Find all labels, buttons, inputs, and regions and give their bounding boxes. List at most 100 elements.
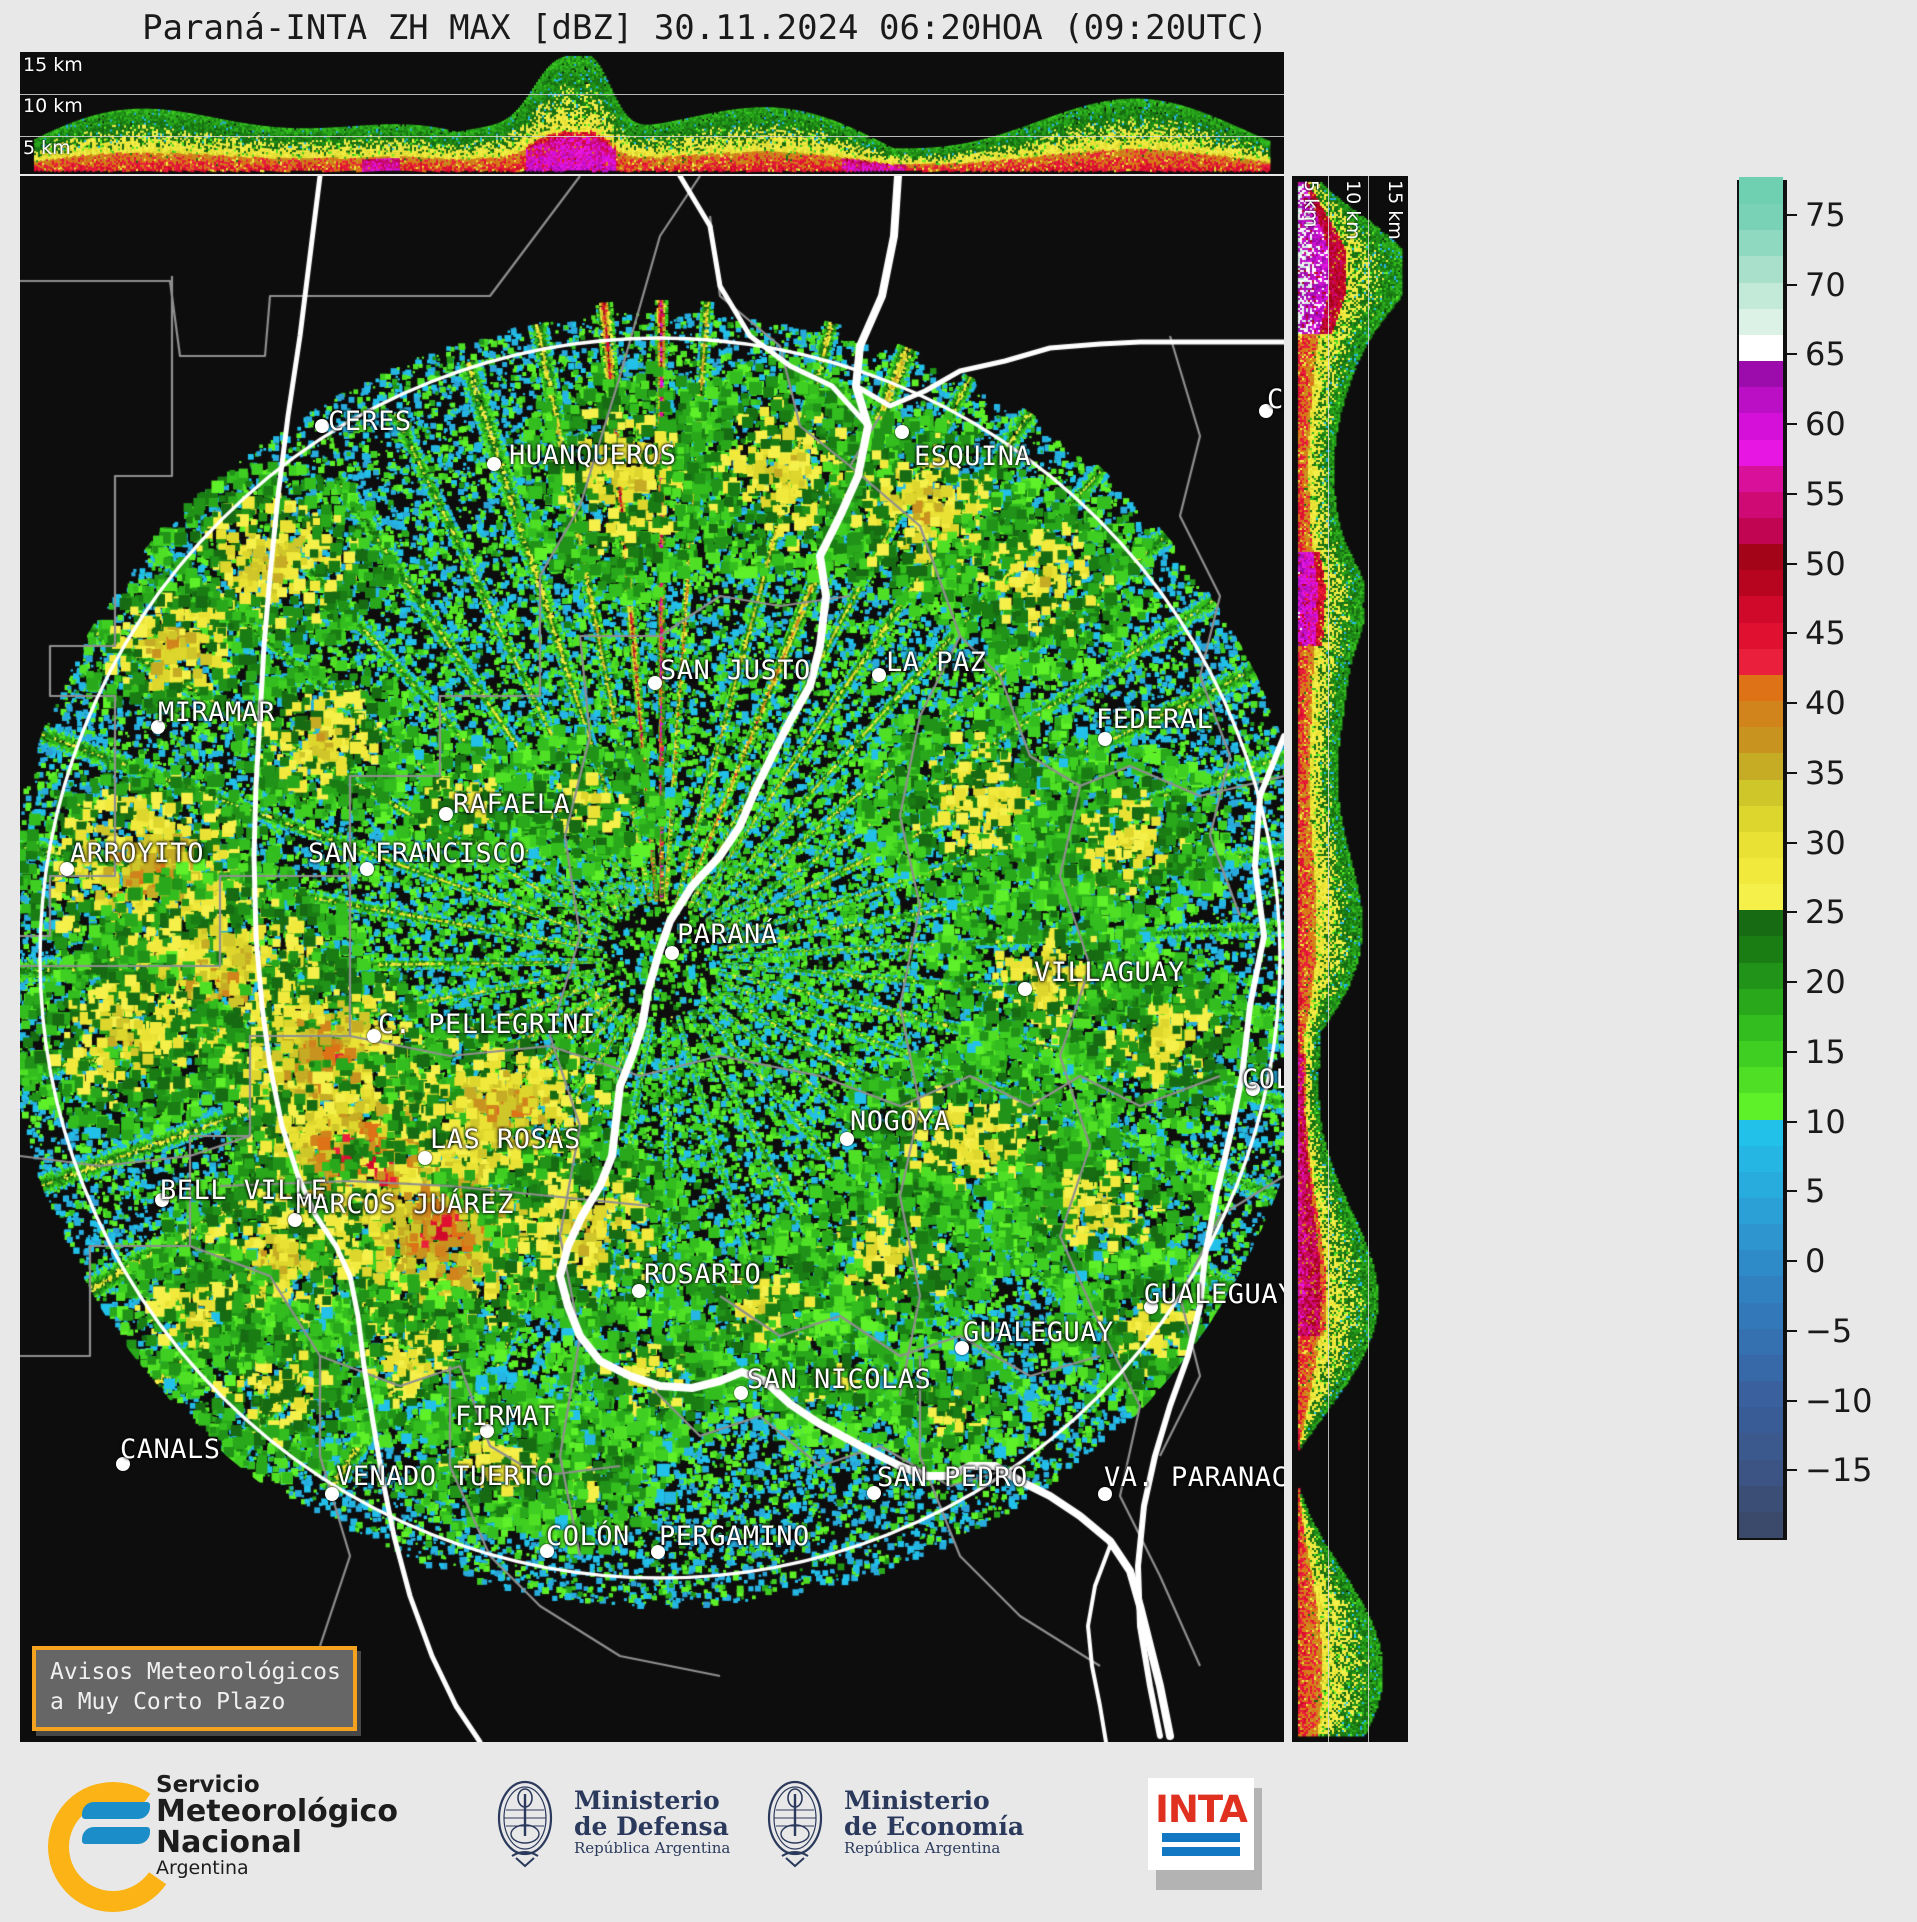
city-marker-dot [1098, 732, 1112, 746]
colorbar-tick [1785, 841, 1797, 844]
city-marker-dot [648, 676, 662, 690]
colorbar-segment [1739, 1406, 1783, 1434]
inta-wordmark: INTA [1155, 1788, 1248, 1832]
city-marker-dot [1259, 404, 1273, 418]
colorbar-tick [1785, 632, 1797, 635]
colorbar-segment [1739, 805, 1783, 832]
colorbar-segment [1739, 831, 1783, 858]
defensa-line3: República Argentina [574, 1838, 731, 1857]
smn-line3: Nacional [156, 1825, 302, 1861]
colorbar-segment [1739, 1223, 1783, 1251]
colorbar-segment [1739, 438, 1783, 466]
colorbar-segment [1739, 308, 1783, 335]
xsec-label-15km: 15 km [23, 54, 83, 76]
colorbar-segment [1739, 543, 1783, 571]
colorbar-tick-label: 20 [1805, 963, 1846, 1002]
colorbar-segment [1739, 255, 1783, 283]
xsec-label-5km: 5 km [23, 137, 71, 159]
city-marker-dot [60, 862, 74, 876]
top-cross-section-canvas [20, 52, 1284, 174]
colorbar: 75 70 65 60 55 50 45 40 35 30 25 20 15 10 5 0 −5 −10 −15 [1737, 177, 1897, 1540]
smn-text-block: Servicio Meteorológico Nacional Argentin… [156, 1772, 398, 1879]
colorbar-segment [1739, 1380, 1783, 1408]
city-marker-dot [418, 1151, 432, 1165]
city-marker-dot [734, 1386, 748, 1400]
colorbar-tick-label: 0 [1805, 1242, 1826, 1281]
xsecr-gridline-5km [1328, 176, 1329, 1742]
city-marker-dot [651, 1545, 665, 1559]
page-title: Paraná-INTA ZH MAX [dBZ] 30.11.2024 06:2… [142, 8, 1268, 48]
city-marker-dot [895, 425, 909, 439]
radar-map-canvas [20, 176, 1284, 1742]
colorbar-segment [1739, 203, 1783, 231]
colorbar-tick [1785, 1050, 1797, 1053]
colorbar-segment [1739, 622, 1783, 649]
colorbar-segment [1739, 1066, 1783, 1094]
colorbar-segment [1739, 360, 1783, 388]
xsec-gridline-10km [20, 94, 1284, 95]
colorbar-tick [1785, 771, 1797, 774]
colorbar-tick-label: 70 [1805, 265, 1846, 304]
inta-bar-icon-2 [1162, 1846, 1240, 1856]
colorbar-tick-label: 40 [1805, 684, 1846, 723]
footer-logos: Servicio Meteorológico Nacional Argentin… [0, 1760, 1917, 1922]
city-marker-dot [665, 946, 679, 960]
city-marker-dot [1098, 1487, 1112, 1501]
colorbar-tick-label: 25 [1805, 893, 1846, 932]
xsecr-label-10km: 10 km [1342, 180, 1364, 240]
colorbar-segment [1739, 1328, 1783, 1355]
colorbar-segment [1739, 752, 1783, 780]
economia-text-block: Ministerio de Economía República Argenti… [844, 1787, 1024, 1857]
colorbar-segment [1739, 857, 1783, 885]
smn-line1: Servicio [156, 1772, 260, 1798]
colorbar-segment [1739, 1249, 1783, 1277]
colorbar-segment [1739, 1197, 1783, 1225]
argentina-coat-of-arms-icon [490, 1772, 560, 1872]
city-marker-dot [480, 1424, 494, 1438]
colorbar-tick [1785, 1469, 1797, 1472]
colorbar-segment [1739, 334, 1783, 362]
colorbar-segment [1739, 1014, 1783, 1042]
colorbar-tick [1785, 911, 1797, 914]
colorbar-segment [1739, 988, 1783, 1015]
colorbar-segment [1739, 177, 1783, 205]
colorbar-segment [1739, 229, 1783, 257]
city-marker-dot [955, 1341, 969, 1355]
colorbar-tick-label: 55 [1805, 474, 1846, 513]
colorbar-tick [1785, 1260, 1797, 1263]
argentina-coat-of-arms-icon [760, 1772, 830, 1872]
colorbar-tick-label: −5 [1805, 1311, 1853, 1350]
warning-box-line2: a Muy Corto Plazo [50, 1689, 286, 1716]
colorbar-segment [1739, 674, 1783, 702]
smn-emblem-icon [37, 1771, 189, 1922]
defensa-text-block: Ministerio de Defensa República Argentin… [574, 1787, 731, 1857]
colorbar-segment [1739, 282, 1783, 309]
colorbar-tick [1785, 702, 1797, 705]
colorbar-tick [1785, 213, 1797, 216]
colorbar-segment [1739, 648, 1783, 675]
city-marker-dot [1246, 1082, 1260, 1096]
city-marker-dot [872, 668, 886, 682]
colorbar-segment [1739, 778, 1783, 806]
city-marker-dot [439, 807, 453, 821]
colorbar-segment [1739, 465, 1783, 492]
colorbar-segment [1739, 883, 1783, 911]
colorbar-tick-label: 75 [1805, 195, 1846, 234]
colorbar-tick-label: −15 [1805, 1451, 1873, 1490]
colorbar-tick-label: 45 [1805, 614, 1846, 653]
smn-line4: Argentina [156, 1856, 249, 1879]
xsecr-gridline-10km [1368, 176, 1369, 1742]
colorbar-segment [1739, 1302, 1783, 1329]
colorbar-segment [1739, 412, 1783, 440]
warning-box[interactable]: Avisos Meteorológicos a Muy Corto Plazo [32, 1646, 357, 1731]
colorbar-segment [1739, 1432, 1783, 1460]
colorbar-tick [1785, 1329, 1797, 1332]
colorbar-segment [1739, 1511, 1783, 1538]
colorbar-segment [1739, 1171, 1783, 1198]
colorbar-segment [1739, 700, 1783, 728]
colorbar-tick [1785, 1190, 1797, 1193]
colorbar-tick-label: 10 [1805, 1102, 1846, 1141]
colorbar-tick-label: 65 [1805, 335, 1846, 374]
colorbar-tick [1785, 283, 1797, 286]
